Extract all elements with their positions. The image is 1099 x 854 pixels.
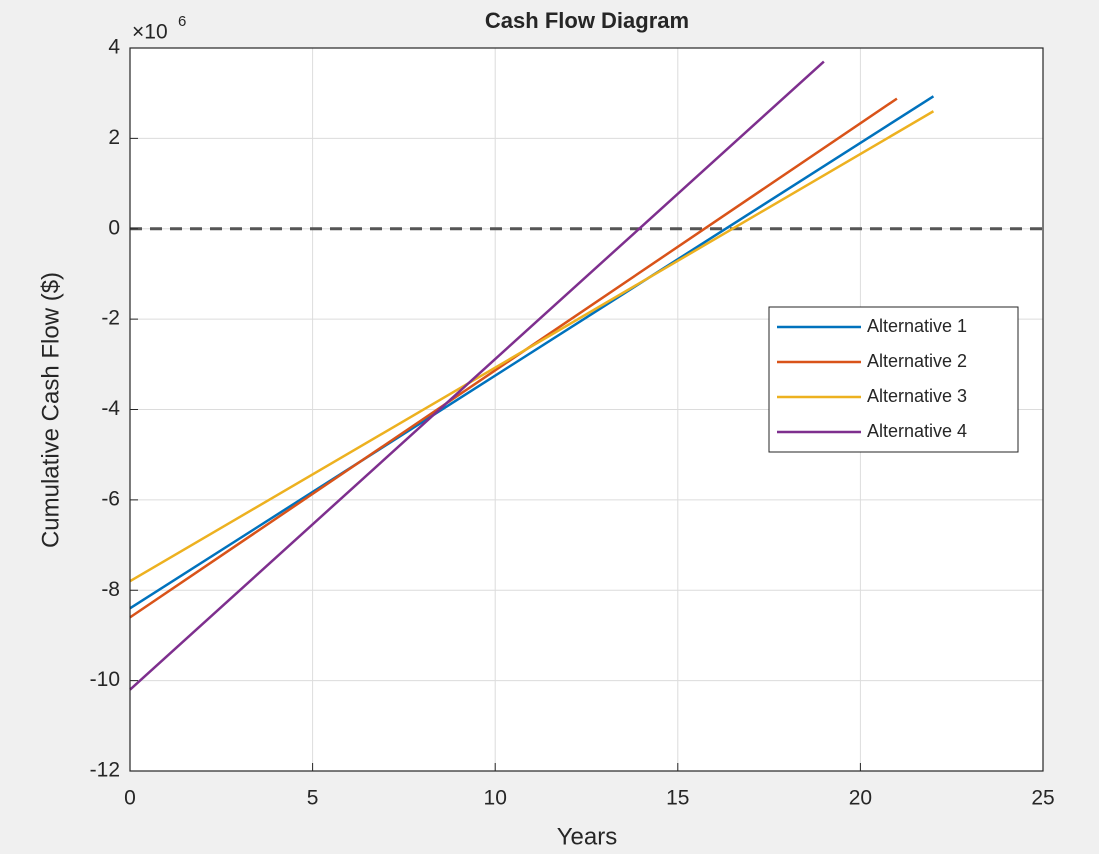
series-line — [129, 60, 825, 691]
legend: Alternative 1 Alternative 2 Alternative 3 A… — [768, 306, 1019, 453]
x-tick-label: 20 — [849, 787, 872, 810]
y-tick-label: -6 — [101, 487, 120, 510]
y-tick-label: -12 — [90, 759, 120, 782]
y-tick-label: 4 — [108, 36, 120, 59]
x-axis-label: Years — [557, 823, 618, 850]
legend-label: Alternative 1 — [867, 316, 967, 336]
y-multiplier-exponent: 6 — [178, 13, 186, 30]
y-tick-label: 0 — [108, 216, 120, 239]
y-axis-label: Cumulative Cash Flow ($) — [37, 272, 64, 548]
series-line — [129, 110, 935, 583]
x-tick-label: 15 — [666, 787, 689, 810]
x-tick-label: 10 — [484, 787, 507, 810]
y-tick-label: -8 — [101, 578, 120, 601]
legend-label: Alternative 3 — [867, 386, 967, 406]
y-tick-label: -10 — [90, 668, 120, 691]
y-multiplier-base: ×10 — [132, 21, 168, 44]
x-tick-label: 5 — [307, 787, 319, 810]
x-tick-label: 25 — [1031, 787, 1054, 810]
x-tick-label: 0 — [124, 787, 136, 810]
y-tick-label: -2 — [101, 307, 120, 330]
legend-label: Alternative 2 — [867, 351, 967, 371]
y-tick-label: -4 — [101, 397, 120, 420]
legend-box — [768, 306, 1019, 453]
y-tick-label: 2 — [108, 126, 120, 149]
legend-label: Alternative 4 — [867, 421, 967, 441]
series-line — [129, 95, 935, 610]
lines — [129, 60, 1043, 691]
chart-title: Cash Flow Diagram — [485, 8, 689, 33]
